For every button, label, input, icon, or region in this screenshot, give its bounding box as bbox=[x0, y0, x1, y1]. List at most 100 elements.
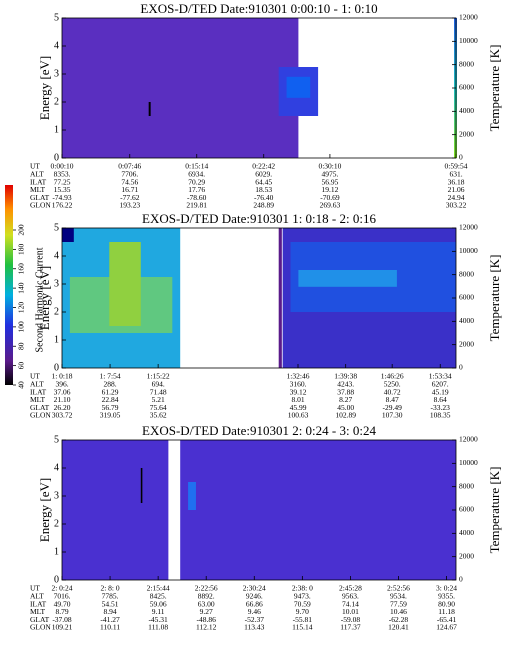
ephemeris-value: 5.21 bbox=[152, 395, 165, 404]
ephemeris-value: 117.37 bbox=[340, 623, 361, 632]
ephemeris-value: 39.12 bbox=[290, 387, 307, 396]
colorbar-tick-label: 160 bbox=[17, 263, 26, 275]
ephemeris-value: -33.23 bbox=[431, 403, 451, 412]
ephemeris-value: 3160. bbox=[290, 380, 307, 389]
ephemeris-value: 10.01 bbox=[342, 607, 359, 616]
ephemeris-value: 8.47 bbox=[386, 395, 399, 404]
ephemeris-value: 1:32:46 bbox=[287, 372, 310, 381]
ephemeris-value: 0:00:10 bbox=[51, 162, 74, 171]
ephemeris-value: 35.62 bbox=[150, 411, 167, 420]
ephemeris-value: 74.56 bbox=[121, 177, 138, 186]
spectrogram-region bbox=[148, 102, 151, 116]
ephemeris-value: 303.22 bbox=[446, 201, 467, 210]
ephemeris-value: -37.08 bbox=[52, 615, 72, 624]
y-tick-label: 4 bbox=[54, 250, 59, 261]
ephemeris-value: 2:22:56 bbox=[195, 584, 218, 593]
colorbar bbox=[5, 185, 13, 385]
ephemeris-value: 288. bbox=[104, 380, 117, 389]
ephemeris-value: 22.84 bbox=[102, 395, 119, 404]
ephemeris-value: 9355. bbox=[438, 592, 455, 601]
ephemeris-value: 1:39:38 bbox=[334, 372, 357, 381]
y2-tick-label: 0 bbox=[459, 153, 463, 162]
ephemeris-value: 7706. bbox=[121, 170, 138, 179]
ephemeris-value: 6029. bbox=[255, 170, 272, 179]
ephemeris-value: 45.00 bbox=[337, 403, 354, 412]
ephemeris-label: ALT bbox=[30, 592, 44, 601]
y2-tick-label: 12000 bbox=[459, 435, 478, 444]
ephemeris-label: GLAT bbox=[30, 193, 50, 202]
ephemeris-value: 269.63 bbox=[320, 201, 341, 210]
ephemeris-value: 61.29 bbox=[102, 387, 119, 396]
ephemeris-value: 64.45 bbox=[255, 177, 272, 186]
panel-title: EXOS-D/TED Date:910301 2: 0:24 - 3: 0:24 bbox=[142, 423, 376, 438]
y-tick-label: 5 bbox=[54, 222, 59, 233]
spectrogram-region bbox=[140, 468, 143, 503]
ephemeris-value: 0:30:10 bbox=[318, 162, 341, 171]
ephemeris-value: -78.60 bbox=[187, 193, 207, 202]
ephemeris-value: 16.71 bbox=[121, 185, 138, 194]
y-tick-label: 3 bbox=[54, 68, 59, 79]
ephemeris-value: 109.21 bbox=[52, 623, 73, 632]
ephemeris-label: UT bbox=[30, 372, 40, 381]
y2-tick-label: 12000 bbox=[459, 13, 478, 22]
ephemeris-value: -70.69 bbox=[320, 193, 340, 202]
ephemeris-value: 11.18 bbox=[438, 607, 455, 616]
y-tick-label: 2 bbox=[54, 96, 59, 107]
ephemeris-value: 7785. bbox=[102, 592, 119, 601]
ephemeris-value: 1: 0:18 bbox=[51, 372, 72, 381]
ephemeris-value: 4243. bbox=[337, 380, 354, 389]
colorbar-tick-label: 80 bbox=[17, 342, 26, 350]
y-tick-label: 4 bbox=[54, 40, 59, 51]
ephemeris-value: 21.10 bbox=[54, 395, 71, 404]
ephemeris-value: 8892. bbox=[198, 592, 215, 601]
ephemeris-label: ILAT bbox=[30, 177, 47, 186]
ephemeris-value: 1: 7:54 bbox=[100, 372, 121, 381]
ephemeris-value: 54.51 bbox=[102, 599, 119, 608]
ephemeris-value: 9563. bbox=[342, 592, 359, 601]
ephemeris-value: -62.28 bbox=[389, 615, 409, 624]
spectrogram-region bbox=[109, 242, 141, 326]
ephemeris-value: 49.70 bbox=[54, 599, 71, 608]
ephemeris-value: 10.46 bbox=[390, 607, 407, 616]
ephemeris-value: 102.89 bbox=[335, 411, 356, 420]
y-axis-label: Energy [eV] bbox=[37, 478, 52, 542]
y-tick-label: 5 bbox=[54, 434, 59, 445]
ephemeris-value: 17.76 bbox=[188, 185, 205, 194]
ephemeris-value: 36.18 bbox=[448, 177, 465, 186]
colorbar-tick-label: 200 bbox=[17, 224, 26, 236]
ephemeris-value: 9.11 bbox=[152, 607, 165, 616]
y2-tick-label: 12000 bbox=[459, 223, 478, 232]
ephemeris-value: 0:22:42 bbox=[252, 162, 275, 171]
ephemeris-label: GLON bbox=[30, 201, 51, 210]
ephemeris-value: 5250. bbox=[384, 380, 401, 389]
ephemeris-value: -77.62 bbox=[120, 193, 140, 202]
ephemeris-value: 2:52:56 bbox=[387, 584, 410, 593]
ephemeris-value: 2: 8: 0 bbox=[100, 584, 119, 593]
spectrogram-region bbox=[62, 18, 299, 158]
y-tick-label: 5 bbox=[54, 12, 59, 23]
ephemeris-label: GLON bbox=[30, 623, 51, 632]
ephemeris-value: 2:38: 0 bbox=[292, 584, 313, 593]
ephemeris-value: 2:15:44 bbox=[147, 584, 170, 593]
ephemeris-value: 4975. bbox=[321, 170, 338, 179]
ephemeris-value: 77.59 bbox=[390, 599, 407, 608]
ephemeris-value: 66.86 bbox=[246, 599, 263, 608]
ephemeris-value: 2:30:24 bbox=[243, 584, 266, 593]
ephemeris-value: 319.05 bbox=[100, 411, 121, 420]
ephemeris-value: 0:15:14 bbox=[185, 162, 208, 171]
ephemeris-value: -74.93 bbox=[52, 193, 72, 202]
ephemeris-value: 80.90 bbox=[438, 599, 455, 608]
ephemeris-label: ILAT bbox=[30, 387, 47, 396]
ephemeris-value: 3: 0:24 bbox=[436, 584, 457, 593]
ephemeris-label: ALT bbox=[30, 380, 44, 389]
ephemeris-value: 21.06 bbox=[448, 185, 465, 194]
ephemeris-value: 8.79 bbox=[55, 607, 68, 616]
ephemeris-value: 112.12 bbox=[196, 623, 217, 632]
ephemeris-value: 9.46 bbox=[248, 607, 261, 616]
y-tick-label: 1 bbox=[54, 334, 59, 345]
ephemeris-value: 9534. bbox=[390, 592, 407, 601]
ephemeris-label: GLAT bbox=[30, 403, 50, 412]
ephemeris-value: 115.14 bbox=[292, 623, 313, 632]
ephemeris-value: 6207. bbox=[432, 380, 449, 389]
ephemeris-label: GLAT bbox=[30, 615, 50, 624]
